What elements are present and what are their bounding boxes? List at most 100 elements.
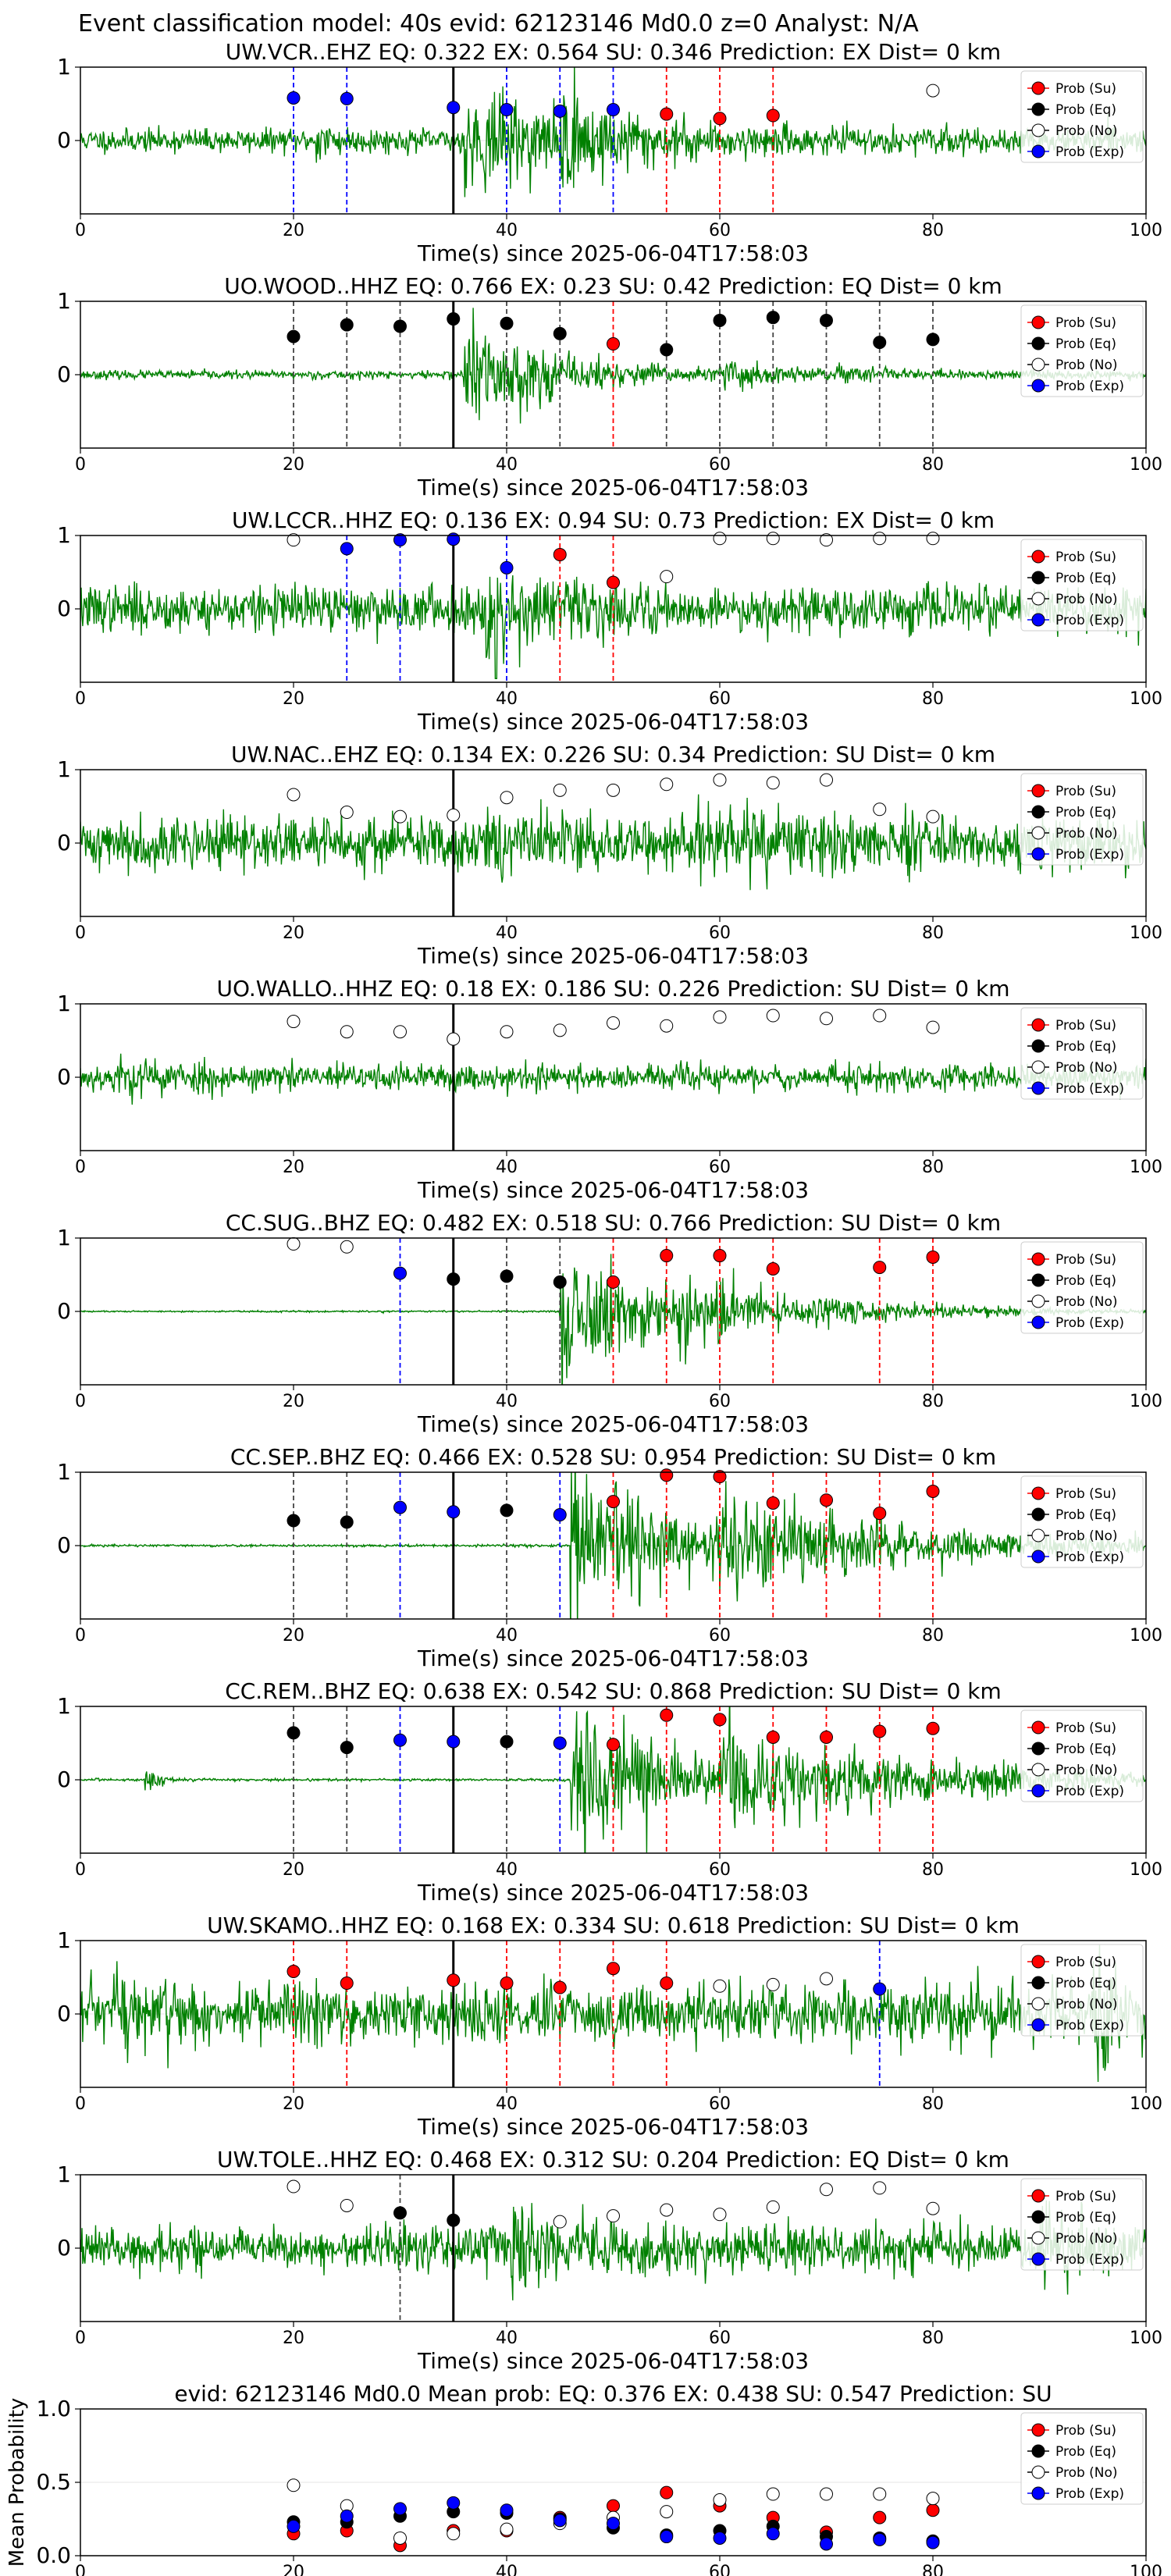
legend-label: Prob (Exp): [1055, 2018, 1124, 2033]
y-tick-label: 1: [57, 1459, 71, 1485]
legend-marker: [1031, 592, 1045, 606]
x-tick-label: 60: [709, 2329, 731, 2348]
legend-label: Prob (Eq): [1055, 1507, 1116, 1523]
mean-prob-point-no: [766, 2487, 780, 2501]
y-tick-label: 1: [57, 2161, 71, 2187]
prob-point-eq: [713, 313, 727, 327]
prob-point-no: [873, 532, 887, 546]
x-axis-label: Time(s) since 2025-06-04T17:58:03: [417, 709, 809, 735]
legend-marker: [1031, 2018, 1045, 2032]
x-tick-label: 100: [1130, 1158, 1162, 1177]
panels: UW.VCR..EHZ EQ: 0.322 EX: 0.564 SU: 0.34…: [5, 39, 1162, 2576]
mean-prob-point-exp: [553, 2514, 567, 2528]
prob-point-eq: [287, 1726, 301, 1740]
prob-point-no: [820, 533, 833, 547]
y-tick-label: 1: [57, 522, 71, 548]
prob-point-no: [873, 2181, 887, 2195]
prob-point-no: [660, 777, 674, 792]
prob-point-su: [766, 1496, 780, 1510]
legend: Prob (Su) Prob (Eq) Prob (No) Prob (Exp): [1027, 2189, 1124, 2268]
x-tick-label: 60: [709, 1392, 731, 1411]
legend-label: Prob (Su): [1055, 1720, 1116, 1736]
prob-point-no: [820, 773, 833, 787]
prob-point-no: [287, 788, 301, 802]
x-tick-label: 40: [496, 923, 518, 943]
x-tick-label: 0: [75, 2329, 86, 2348]
legend-label: Prob (Eq): [1055, 336, 1116, 352]
legend-marker: [1031, 2231, 1045, 2245]
x-tick-label: 100: [1130, 689, 1162, 709]
x-tick-label: 100: [1130, 2563, 1162, 2576]
prob-point-su: [873, 1261, 887, 1275]
legend-box: [1020, 2178, 1144, 2271]
x-tick-label: 60: [709, 455, 731, 475]
y-tick-label: 1: [57, 1225, 71, 1251]
x-tick-label: 100: [1130, 2329, 1162, 2348]
x-tick-label: 60: [709, 689, 731, 709]
panel-title: UO.WALLO..HHZ EQ: 0.18 EX: 0.186 SU: 0.2…: [216, 976, 1009, 1002]
prob-point-su: [926, 1250, 940, 1264]
legend-marker: [1031, 1720, 1045, 1735]
y-tick-label: 1: [57, 1693, 71, 1719]
prob-point-exp: [340, 542, 354, 556]
mean-prob-point-su: [660, 2485, 674, 2500]
prob-point-no: [713, 773, 727, 787]
prob-point-no: [766, 2200, 780, 2214]
y-tick-label: 0: [57, 830, 71, 856]
x-tick-label: 60: [709, 2563, 731, 2576]
legend: Prob (Su) Prob (Eq) Prob (No) Prob (Exp): [1027, 784, 1124, 863]
legend-label: Prob (Su): [1055, 81, 1116, 97]
prob-point-no: [607, 1016, 620, 1030]
x-tick-label: 0: [75, 689, 86, 709]
legend-marker: [1031, 1507, 1045, 1521]
prob-point-no: [926, 532, 940, 546]
x-tick-label: 80: [922, 2563, 944, 2576]
legend-label: Prob (No): [1055, 1763, 1118, 1778]
mean-prob-point-no: [713, 2493, 727, 2507]
prob-point-exp: [447, 1505, 461, 1519]
legend-label: Prob (Su): [1055, 1486, 1116, 1502]
legend-marker: [1031, 2423, 1045, 2437]
mean-prob-point-no: [287, 2478, 301, 2492]
panel-10: evid: 62123146 Md0.0 Mean prob: EQ: 0.37…: [5, 2381, 1162, 2576]
legend-label: Prob (No): [1055, 1528, 1118, 1544]
prob-point-eq: [287, 329, 301, 343]
x-tick-label: 0: [75, 1158, 86, 1177]
prob-point-su: [713, 1470, 727, 1484]
x-tick-label: 100: [1130, 2094, 1162, 2114]
x-tick-label: 0: [75, 1860, 86, 1880]
prob-point-su: [553, 1980, 567, 1994]
prob-point-no: [713, 2208, 727, 2222]
prob-point-su: [926, 1484, 940, 1498]
legend-marker: [1031, 1955, 1045, 1969]
y-tick-label: 1: [57, 288, 71, 314]
prob-point-exp: [447, 1735, 461, 1749]
x-tick-label: 0: [75, 1392, 86, 1411]
x-tick-label: 40: [496, 221, 518, 240]
prob-point-exp: [287, 91, 301, 105]
prob-point-no: [340, 2198, 354, 2212]
mean-prob-point-no: [447, 2527, 461, 2541]
prob-point-su: [607, 1962, 620, 1976]
legend: Prob (Su) Prob (Eq) Prob (No) Prob (Exp): [1027, 1955, 1124, 2033]
legend-label: Prob (Su): [1055, 2189, 1116, 2204]
x-tick-label: 80: [922, 923, 944, 943]
legend: Prob (Su) Prob (Eq) Prob (No) Prob (Exp): [1027, 81, 1124, 160]
x-tick-label: 80: [922, 689, 944, 709]
waveform-trace: [80, 1706, 1146, 1853]
x-tick-label: 0: [75, 2094, 86, 2114]
legend-marker: [1031, 1763, 1045, 1777]
x-tick-label: 40: [496, 1158, 518, 1177]
mean-prob-point-exp: [766, 2527, 780, 2541]
panel-title: evid: 62123146 Md0.0 Mean prob: EQ: 0.37…: [174, 2381, 1052, 2407]
x-tick-label: 60: [709, 2094, 731, 2114]
y-tick-label: 0: [57, 127, 71, 153]
prob-point-su: [607, 1275, 620, 1289]
legend-box: [1020, 304, 1144, 397]
prob-point-eq: [447, 312, 461, 326]
prob-point-no: [393, 1025, 407, 1039]
panel-title: UW.NAC..EHZ EQ: 0.134 EX: 0.226 SU: 0.34…: [231, 742, 995, 767]
legend-box: [1020, 1475, 1144, 1568]
